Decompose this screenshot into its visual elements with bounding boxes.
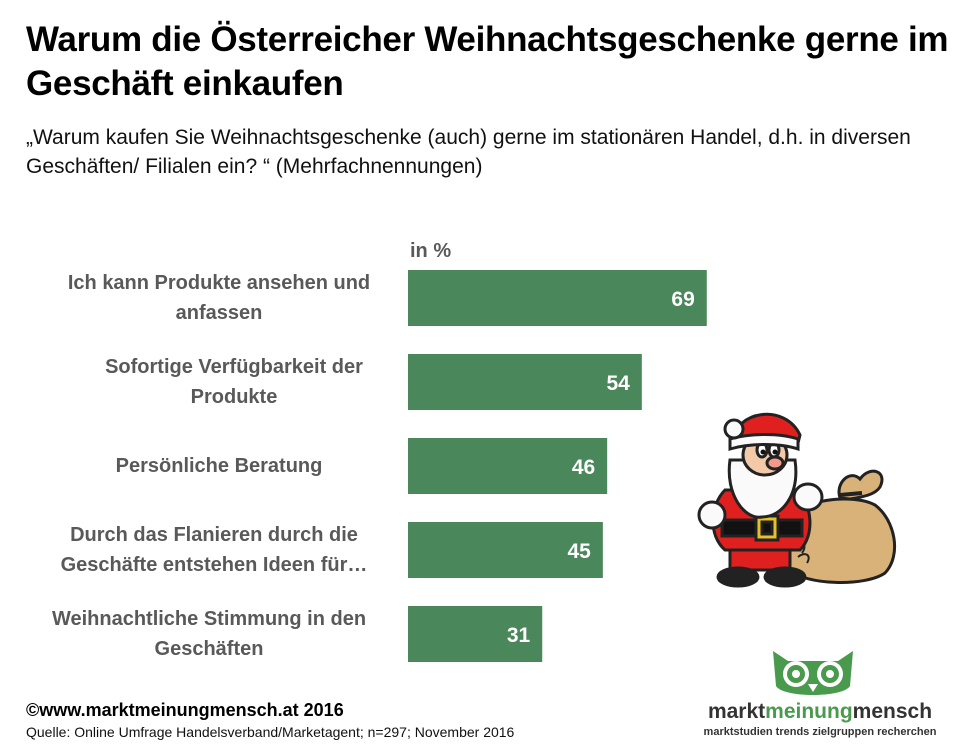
bar-value-label: 46	[572, 456, 595, 479]
category-label: Ich kann Produkte ansehen und anfassen	[67, 272, 371, 324]
bar	[408, 438, 608, 494]
bar	[408, 354, 642, 410]
brand-logo: marktmeinungmensch marktstudien trends z…	[700, 646, 940, 746]
logo-wordmark: marktmeinungmensch	[707, 700, 933, 723]
bar-value-label: 31	[507, 624, 531, 647]
category-label: Persönliche Beratung	[115, 455, 323, 477]
bar-value-label: 45	[567, 540, 591, 563]
category-label: Weihnachtliche Stimmung in den Geschäfte…	[51, 608, 367, 660]
logo-tagline: marktstudien trends zielgruppen recherch…	[703, 726, 937, 738]
source-line: Quelle: Online Umfrage Handelsverband/Ma…	[26, 724, 515, 740]
bar-value-label: 69	[671, 288, 694, 311]
bar	[408, 270, 707, 326]
copyright-line: ©www.marktmeinungmensch.at 2016	[26, 700, 344, 720]
bar-value-label: 54	[606, 372, 630, 395]
survey-question: „Warum kaufen Sie Weihnachtsgeschenke (a…	[26, 126, 911, 178]
unit-label: in %	[410, 240, 452, 262]
bar	[408, 606, 543, 662]
category-label: Durch das Flanieren durch die Geschäfte …	[60, 524, 368, 576]
owl-icon	[773, 651, 853, 695]
santa-claus-illustration	[697, 412, 897, 588]
category-label: Sofortige Verfügbarkeit der Produkte	[105, 356, 363, 408]
page-title: Warum die Österreicher Weihnachtsgeschen…	[26, 20, 949, 103]
bar	[408, 522, 603, 578]
